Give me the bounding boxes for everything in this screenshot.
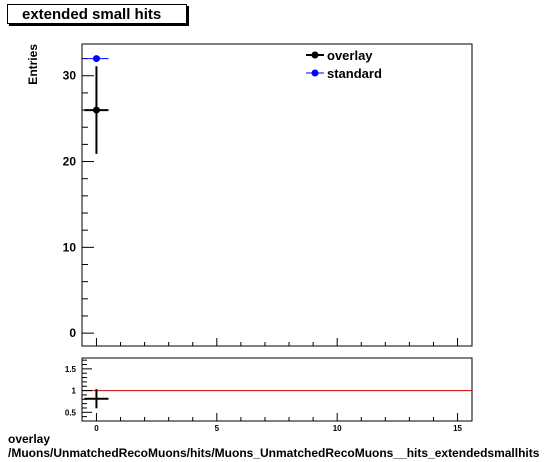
chart-title-box: extended small hits	[7, 4, 187, 24]
ratio-y-tick-label: 1	[72, 387, 77, 396]
main-y-tick-label: 0	[69, 326, 76, 340]
ratio-x-tick-label: 15	[453, 424, 462, 433]
ratio-x-tick-label: 5	[215, 424, 220, 433]
footer-label: overlay	[8, 432, 51, 446]
ratio-x-tick-label: 10	[333, 424, 342, 433]
legend-standard-label: standard	[327, 66, 382, 81]
overlay-marker	[92, 106, 100, 114]
standard-marker	[92, 55, 100, 63]
footer-path: /Muons/UnmatchedRecoMuons/hits/Muons_Unm…	[8, 446, 540, 460]
legend-standard-marker	[311, 69, 319, 77]
main-y-tick-label: 20	[63, 155, 77, 169]
main-y-tick-label: 10	[63, 240, 77, 254]
main-y-tick-label: 30	[63, 69, 77, 83]
ratio-y-tick-label: 1.5	[65, 365, 77, 374]
chart-title: extended small hits	[22, 6, 162, 23]
main-plot-frame	[81, 43, 473, 347]
legend-overlay-label: overlay	[327, 48, 373, 63]
ratio-x-tick-label: 0	[94, 424, 99, 433]
ratio-plot-frame	[81, 357, 473, 422]
main-y-axis-label: Entries	[26, 44, 40, 85]
legend-overlay-marker	[311, 51, 319, 59]
ratio-y-tick-label: 0.5	[65, 408, 77, 417]
